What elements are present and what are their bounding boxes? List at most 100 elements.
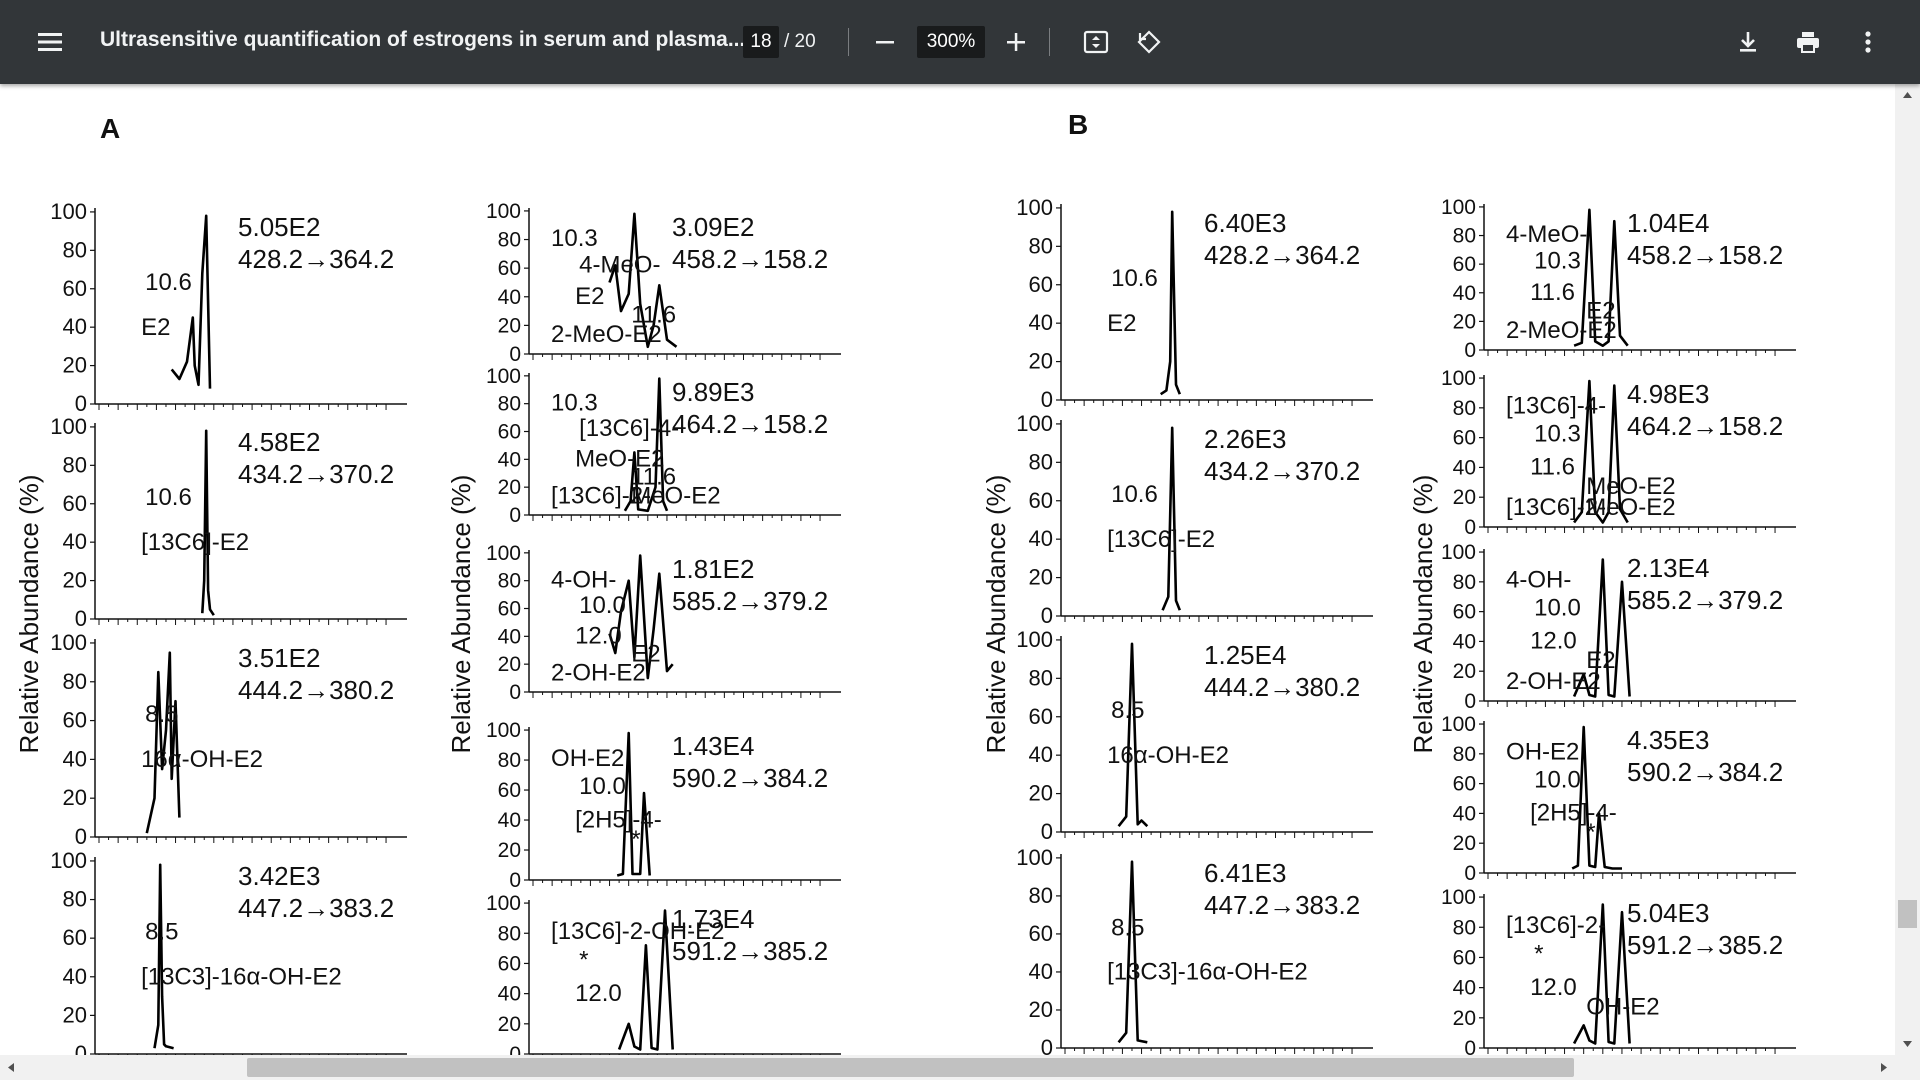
mrm-transition-label: 428.2→364.2 [1204, 240, 1360, 270]
y-tick-label: 60 [1453, 601, 1476, 624]
y-tick-label: 40 [1453, 630, 1476, 653]
peak-annotation: [13C6]-2-OH-E2 [551, 918, 724, 945]
peak-annotation: 2-OH-E2 [1506, 668, 1601, 695]
intensity-label: 5.04E3 [1627, 898, 1709, 928]
y-tick-label: 0 [1041, 819, 1053, 844]
zoom-level-input[interactable]: 300% [917, 26, 985, 58]
mrm-transition-label: 444.2→380.2 [238, 675, 394, 705]
peak-annotation: 12.0 [1530, 974, 1577, 1001]
more-options-icon[interactable] [1846, 20, 1890, 64]
y-tick-label: 80 [63, 237, 87, 262]
y-tick-label: 0 [75, 391, 87, 416]
y-tick-label: 100 [1016, 845, 1053, 870]
y-tick-label: 20 [498, 1013, 521, 1036]
document-title: Ultrasensitive quantification of estroge… [100, 28, 746, 51]
hamburger-menu-icon[interactable] [28, 20, 72, 64]
scroll-right-icon [1881, 1063, 1887, 1072]
mrm-transition-label: 591.2→385.2 [1627, 930, 1783, 960]
y-tick-label: 20 [1029, 565, 1053, 590]
peak-annotation: [13C6]-4- [579, 415, 679, 442]
y-tick-label: 80 [63, 887, 87, 912]
peak-annotation: * [1586, 819, 1595, 846]
y-tick-label: 40 [1453, 802, 1476, 825]
vertical-scroll-thumb[interactable] [1898, 900, 1917, 928]
download-icon[interactable] [1726, 20, 1770, 64]
peak-annotation: 4-MeO- [579, 252, 660, 279]
print-icon[interactable] [1786, 20, 1830, 64]
y-tick-label: 0 [75, 606, 87, 631]
y-tick-label: 0 [75, 1041, 87, 1055]
y-tick-label: 100 [50, 414, 87, 439]
peak-annotation: 8.5 [145, 701, 178, 728]
y-tick-label: 80 [1029, 233, 1053, 258]
scroll-up-icon [1903, 92, 1912, 98]
y-tick-label: 100 [486, 542, 521, 565]
y-tick-label: 40 [498, 983, 521, 1006]
y-tick-label: 100 [1441, 713, 1476, 736]
peak-annotation: MeO-E2 [1586, 494, 1675, 521]
chromatogram-trace [608, 554, 674, 680]
y-tick-label: 60 [1453, 946, 1476, 969]
mrm-transition-label: 585.2→379.2 [672, 586, 828, 616]
chromatogram-figure: 0204060801005.05E2428.2→364.210.6E202040… [14, 109, 1796, 1055]
horizontal-scroll-thumb[interactable] [247, 1058, 1574, 1077]
toolbar-divider [1049, 28, 1050, 56]
vertical-scrollbar[interactable] [1895, 84, 1920, 1055]
zoom-in-icon[interactable] [994, 20, 1038, 64]
y-tick-label: 100 [50, 848, 87, 873]
peak-annotation: 4-OH- [551, 566, 616, 593]
peak-annotation: MeO-E2 [1586, 473, 1675, 500]
y-tick-label: 20 [498, 839, 521, 862]
intensity-label: 3.42E3 [238, 861, 320, 891]
y-tick-label: 0 [1041, 603, 1053, 628]
mrm-transition-label: 458.2→158.2 [1627, 240, 1783, 270]
chromatogram-trace [1161, 426, 1182, 611]
rotate-icon[interactable] [1127, 20, 1171, 64]
y-tick-label: 0 [1464, 1037, 1476, 1055]
y-tick-label: 20 [1453, 486, 1476, 509]
y-tick-label: 40 [63, 529, 87, 554]
peak-annotation: 2-OH-E2 [551, 659, 646, 686]
page-number-input[interactable]: 18 [743, 26, 779, 58]
chromatogram-trace [1572, 558, 1631, 698]
peak-annotation: 12.0 [575, 622, 622, 649]
mrm-transition-label: 447.2→383.2 [238, 893, 394, 923]
peak-annotation: 8.5 [1111, 697, 1144, 724]
chromatogram-trace [170, 214, 212, 389]
intensity-label: 9.89E3 [672, 377, 754, 407]
peak-annotation: 11.6 [631, 301, 676, 328]
intensity-label: 1.43E4 [672, 731, 754, 761]
mrm-transition-label: 590.2→384.2 [1627, 757, 1783, 787]
y-axis-title: Relative Abundance (%) [1408, 475, 1438, 754]
y-tick-label: 40 [63, 746, 87, 771]
intensity-label: 4.58E2 [238, 427, 320, 457]
y-tick-label: 0 [509, 343, 521, 366]
y-tick-label: 80 [1029, 449, 1053, 474]
y-tick-label: 0 [75, 824, 87, 849]
y-tick-label: 80 [1453, 571, 1476, 594]
peak-annotation: 11.6 [631, 463, 676, 490]
y-tick-label: 60 [1029, 704, 1053, 729]
zoom-out-icon[interactable] [863, 20, 907, 64]
y-tick-label: 20 [63, 1002, 87, 1027]
peak-annotation: [13C6]-E2 [141, 529, 249, 556]
y-tick-label: 20 [1029, 781, 1053, 806]
y-tick-label: 60 [63, 708, 87, 733]
mrm-transition-label: 434.2→370.2 [1204, 456, 1360, 486]
y-tick-label: 40 [63, 314, 87, 339]
y-tick-label: 100 [486, 892, 521, 915]
intensity-label: 3.09E2 [672, 212, 754, 242]
y-tick-label: 80 [1453, 397, 1476, 420]
y-tick-label: 60 [1453, 427, 1476, 450]
peak-annotation: 10.6 [1111, 481, 1158, 508]
y-tick-label: 40 [498, 448, 521, 471]
peak-annotation: [13C6]-4- [1506, 393, 1606, 420]
chromatogram-trace [623, 377, 669, 513]
peak-annotation: [13C6]-2- [551, 482, 651, 509]
y-tick-label: 0 [1464, 690, 1476, 713]
peak-annotation: 11.6 [1530, 279, 1575, 306]
y-tick-label: 40 [1453, 977, 1476, 1000]
y-tick-label: 100 [1441, 367, 1476, 390]
y-tick-label: 0 [1464, 339, 1476, 362]
fit-page-icon[interactable] [1074, 20, 1118, 64]
